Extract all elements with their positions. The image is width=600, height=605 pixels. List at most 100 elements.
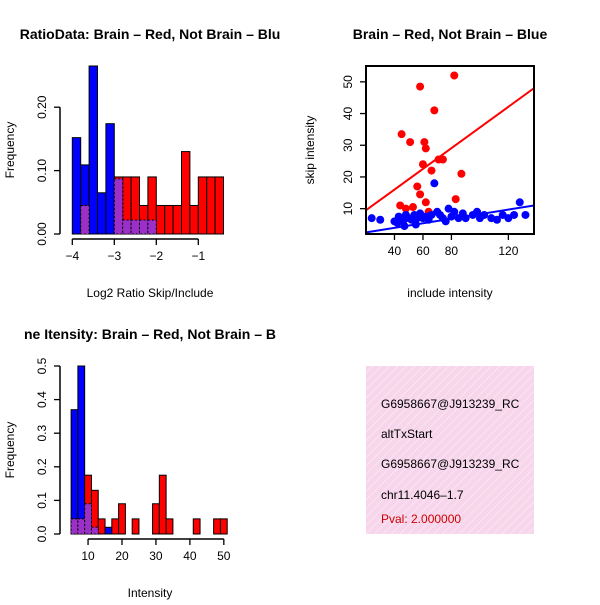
scatter-point-brain bbox=[416, 190, 425, 199]
intensity-bar-brain bbox=[152, 503, 160, 535]
scatter-point-not-brain bbox=[450, 207, 459, 216]
ratio-bar-brain bbox=[181, 151, 191, 235]
intensity-bar-overlap bbox=[90, 526, 99, 535]
intensity-bar-not-brain bbox=[104, 526, 113, 535]
ratio-bars bbox=[71, 65, 225, 235]
ratio-bar-overlap bbox=[130, 219, 141, 235]
scatter-point-brain bbox=[427, 166, 436, 175]
intensity-x-tick-label: 40 bbox=[183, 549, 197, 563]
scatter-panel: Brain – Red, Not Brain – Blue 40 60 80 120 1… bbox=[303, 26, 547, 300]
info-panel: G6958667@J913239_RC altTxStart G6958667@… bbox=[366, 366, 534, 534]
scatter-point-brain bbox=[418, 160, 427, 169]
scatter-point-not-brain bbox=[411, 220, 420, 229]
scatter-y-tick-label: 20 bbox=[341, 170, 355, 184]
intensity-y-axis-label: Frequency bbox=[3, 422, 17, 479]
intensity-x-tick-label: 20 bbox=[115, 549, 129, 563]
ratio-bar-brain bbox=[164, 204, 174, 235]
intensity-y-tick-label: 0.1 bbox=[35, 492, 49, 509]
intensity-y-tick-label: 0.3 bbox=[35, 425, 49, 442]
scatter-point-not-brain bbox=[515, 198, 524, 207]
intensity-bars bbox=[70, 365, 228, 535]
scatter-point-not-brain bbox=[521, 210, 530, 219]
scatter-point-brain bbox=[408, 203, 417, 212]
intensity-bar-brain bbox=[165, 518, 174, 535]
scatter-point-brain bbox=[420, 138, 429, 147]
scatter-point-not-brain bbox=[492, 215, 501, 224]
scatter-point-brain bbox=[457, 169, 466, 178]
info-panel-hatch bbox=[366, 366, 534, 534]
scatter-y-axis-label: skip intensity bbox=[303, 116, 317, 185]
ratio-bar-not-brain bbox=[88, 65, 98, 235]
ratio-bar-overlap bbox=[80, 204, 90, 235]
scatter-point-brain bbox=[406, 138, 415, 147]
info-location: chr11.4046–1.7 bbox=[381, 488, 464, 502]
ratio-bar-brain bbox=[206, 176, 216, 235]
intensity-bar-brain bbox=[131, 518, 140, 535]
scatter-y-tick-label: 10 bbox=[341, 202, 355, 216]
info-event-type: altTxStart bbox=[381, 427, 433, 441]
scatter-y-tick-label: 30 bbox=[341, 138, 355, 152]
intensity-y-tick-label: 0.2 bbox=[35, 458, 49, 475]
ratio-bar-overlap bbox=[122, 219, 132, 235]
scatter-point-brain bbox=[430, 106, 439, 115]
scatter-point-brain bbox=[421, 144, 430, 153]
scatter-point-not-brain bbox=[441, 217, 450, 226]
ratio-y-axis-label: Frequency bbox=[3, 122, 17, 179]
scatter-point-not-brain bbox=[367, 214, 376, 223]
ratio-bar-not-brain bbox=[105, 123, 115, 235]
scatter-y-tick-label: 40 bbox=[341, 107, 355, 121]
scatter-axes: 40 60 80 120 10 20 30 40 50 bbox=[341, 75, 519, 258]
intensity-bar-overlap bbox=[77, 518, 86, 535]
scatter-point-not-brain bbox=[400, 222, 409, 231]
ratio-x-tick-label: −1 bbox=[191, 249, 205, 263]
scatter-point-not-brain bbox=[510, 210, 519, 219]
ratio-x-axis-label: Log2 Ratio Skip/Include bbox=[87, 286, 214, 300]
intensity-bar-brain bbox=[97, 518, 106, 535]
intensity-bar-not-brain bbox=[70, 409, 79, 535]
scatter-point-not-brain bbox=[430, 179, 439, 188]
scatter-point-not-brain bbox=[480, 210, 489, 219]
info-gene-id: G6958667@J913239_RC bbox=[381, 397, 520, 411]
ratio-bar-not-brain bbox=[71, 137, 82, 235]
ratio-bar-overlap bbox=[113, 178, 124, 235]
intensity-bar-brain bbox=[158, 474, 167, 535]
scatter-point-brain bbox=[397, 130, 406, 139]
scatter-x-tick-label: 120 bbox=[498, 244, 518, 258]
scatter-plot-area bbox=[366, 71, 534, 234]
intensity-bar-overlap bbox=[84, 503, 92, 535]
info-pval: Pval: 2.000000 bbox=[381, 512, 461, 526]
ratio-bar-brain bbox=[197, 176, 208, 235]
ratio-axes: −4 −3 −2 −1 0.00 0.10 0.20 bbox=[35, 95, 205, 263]
intensity-bar-overlap bbox=[70, 518, 79, 535]
scatter-point-brain bbox=[413, 182, 422, 191]
scatter-point-brain bbox=[451, 195, 460, 204]
scatter-y-tick-label: 50 bbox=[341, 75, 355, 89]
intensity-x-axis-label: Intensity bbox=[128, 586, 173, 600]
intensity-y-tick-label: 0.0 bbox=[35, 525, 49, 542]
scatter-point-not-brain bbox=[473, 207, 482, 216]
intensity-bar-brain bbox=[192, 518, 201, 535]
scatter-point-not-brain bbox=[461, 214, 470, 223]
scatter-x-tick-label: 80 bbox=[445, 244, 459, 258]
scatter-point-brain bbox=[421, 198, 430, 207]
ratio-bar-overlap bbox=[147, 219, 157, 235]
intensity-bar-brain bbox=[213, 518, 221, 535]
intensity-y-tick-label: 0.5 bbox=[35, 357, 49, 374]
ratio-bar-brain bbox=[155, 204, 166, 235]
scatter-fit-line-brain bbox=[366, 87, 534, 212]
ratio-chart-title: RatioData: Brain – Red, Not Brain – Blu bbox=[20, 26, 281, 42]
ratio-bar-brain bbox=[214, 176, 225, 235]
intensity-bar-brain bbox=[111, 518, 120, 535]
scatter-point-brain bbox=[401, 204, 410, 213]
intensity-x-tick-label: 10 bbox=[81, 549, 95, 563]
ratio-y-tick-label: 0.00 bbox=[35, 222, 49, 246]
intensity-x-tick-label: 50 bbox=[217, 549, 231, 563]
scatter-point-not-brain bbox=[376, 215, 385, 224]
ratio-bar-brain bbox=[172, 204, 183, 235]
scatter-x-tick-label: 40 bbox=[388, 244, 402, 258]
ratio-histogram-panel: RatioData: Brain – Red, Not Brain – Blu … bbox=[3, 26, 280, 300]
scatter-point-brain bbox=[416, 82, 425, 91]
scatter-point-brain bbox=[438, 155, 447, 164]
ratio-bar-brain bbox=[189, 204, 199, 235]
